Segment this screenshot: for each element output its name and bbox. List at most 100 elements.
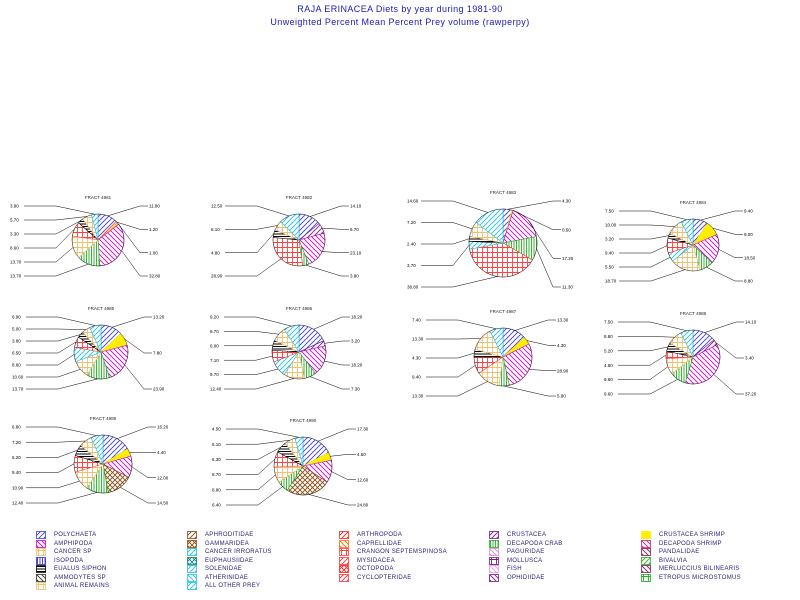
leader-line bbox=[308, 494, 356, 506]
data-label: 3.80 bbox=[12, 339, 21, 344]
leader-line bbox=[124, 338, 152, 354]
pie-outline bbox=[271, 324, 327, 380]
legend-label: MOLLUSCA bbox=[507, 557, 543, 564]
legend-swatch bbox=[36, 548, 46, 556]
legend-swatch bbox=[36, 531, 46, 539]
leader-line bbox=[426, 381, 488, 397]
data-label: 8.80 bbox=[604, 334, 613, 339]
data-label: 12.40 bbox=[12, 501, 24, 506]
legend-swatch bbox=[641, 548, 651, 556]
data-label: 2.40 bbox=[407, 242, 416, 247]
leader-line bbox=[224, 331, 279, 335]
leader-line bbox=[117, 223, 148, 253]
pie-title: FRACT 4981 bbox=[85, 195, 112, 200]
leader-line bbox=[619, 257, 671, 268]
data-label: 38.80 bbox=[407, 285, 419, 290]
leader-line bbox=[718, 249, 743, 258]
legend-label: APHRODITIDAE bbox=[205, 532, 254, 538]
legend-label: CAPRELLIDAE bbox=[357, 540, 402, 547]
leader-line bbox=[619, 235, 669, 240]
pie-title: FRACT 4984 bbox=[680, 200, 707, 205]
data-label: 4.50 bbox=[212, 427, 221, 432]
data-label: 3.80 bbox=[350, 274, 359, 279]
pie-panel: FRACT 4988 14.10 3.40 37.20 7.50 8.80 5.20 4.60… bbox=[604, 311, 757, 397]
leader-line bbox=[26, 480, 80, 489]
data-label: 12.60 bbox=[357, 477, 369, 482]
leader-line bbox=[618, 321, 687, 331]
legend-swatch bbox=[36, 573, 46, 582]
legend-label: CRUSTACEA SHRIMP bbox=[659, 532, 726, 538]
pie-title: FRACT 4989 bbox=[90, 416, 117, 421]
legend-label: PAGURIDAE bbox=[507, 549, 545, 555]
legend-label: DECAPODA SHRIMP bbox=[659, 540, 722, 547]
pie-outline bbox=[273, 436, 333, 496]
legend-swatch bbox=[36, 582, 46, 590]
data-label: 6.00 bbox=[210, 343, 219, 348]
pie-outline bbox=[665, 329, 721, 385]
legend-label: EUALUS SIPHON bbox=[54, 566, 107, 572]
leader-line bbox=[426, 365, 476, 378]
data-label: 6.10 bbox=[212, 442, 221, 447]
legend-label: OPHIDIIDAE bbox=[507, 574, 545, 581]
pie-title: FRACT 4987 bbox=[490, 309, 517, 314]
leader-line bbox=[121, 250, 148, 277]
data-label: 6.30 bbox=[212, 457, 221, 462]
data-label: 3.20 bbox=[605, 237, 614, 242]
leader-line bbox=[26, 378, 99, 390]
legend-label: CRUSTACEA bbox=[507, 532, 547, 538]
leader-line bbox=[26, 369, 81, 378]
pie-panel: FRACT 4986 18.20 3.20 18.20 7.30 9.20 8.70 6.00… bbox=[210, 306, 363, 392]
leader-line bbox=[224, 368, 279, 375]
leader-line bbox=[421, 222, 473, 230]
legend-swatch bbox=[641, 539, 651, 548]
data-label: 9.60 bbox=[604, 377, 613, 382]
data-label: 4.30 bbox=[562, 199, 571, 204]
leader-line bbox=[124, 364, 152, 390]
leader-line bbox=[421, 276, 498, 288]
data-label: 7.40 bbox=[412, 318, 421, 323]
leader-line bbox=[24, 247, 74, 263]
leader-line bbox=[226, 474, 276, 491]
legend-label: ATHERINIDAE bbox=[205, 574, 249, 581]
chart-title: RAJA ERINACEA Diets by year during 1981-… bbox=[297, 4, 503, 14]
leader-line bbox=[330, 454, 356, 457]
leader-line bbox=[26, 316, 96, 326]
pie-panel: FRACT 4987 13.30 4.30 28.90 5.80 7.40 13.30 4.3… bbox=[412, 309, 569, 399]
data-label: 18.20 bbox=[351, 363, 363, 368]
leader-line bbox=[512, 210, 561, 230]
data-label: 24.80 bbox=[357, 503, 369, 508]
data-label: 1.00 bbox=[149, 250, 158, 255]
pie-panel: FRACT 4982 14.10 6.70 23.10 3.80 12.50 6.10 4.8… bbox=[211, 195, 362, 279]
legend-swatch bbox=[489, 573, 499, 582]
data-label: 12.50 bbox=[211, 204, 223, 209]
leader-line bbox=[26, 328, 87, 330]
data-label: 9.20 bbox=[210, 315, 219, 320]
leader-line bbox=[226, 446, 282, 460]
data-label: 7.30 bbox=[351, 387, 360, 392]
pie-title: FRACT 4983 bbox=[490, 190, 517, 195]
leader-line bbox=[26, 492, 98, 504]
legend-swatch bbox=[187, 582, 197, 590]
leader-line bbox=[226, 439, 290, 445]
data-label: 3.70 bbox=[407, 263, 416, 268]
data-label: 14.60 bbox=[407, 199, 419, 204]
legend-swatch bbox=[339, 573, 349, 582]
data-label: 14.10 bbox=[350, 204, 362, 209]
pie-title: FRACT 4990 bbox=[290, 418, 317, 423]
data-label: 3.40 bbox=[745, 356, 754, 361]
leader-line bbox=[324, 340, 350, 344]
legend-swatch bbox=[489, 565, 499, 573]
data-label: 3.20 bbox=[351, 339, 360, 344]
leader-line bbox=[618, 336, 675, 338]
data-label: 1.20 bbox=[149, 227, 158, 232]
leader-line bbox=[322, 227, 349, 230]
leader-line bbox=[26, 426, 97, 436]
data-label: 6.50 bbox=[12, 351, 21, 356]
data-label: 4.80 bbox=[211, 250, 220, 255]
leader-line bbox=[324, 360, 350, 366]
leader-line bbox=[529, 369, 556, 371]
leader-line bbox=[224, 316, 292, 327]
leader-line bbox=[224, 355, 273, 361]
data-label: 6.80 bbox=[12, 425, 21, 430]
leader-line bbox=[715, 342, 744, 359]
